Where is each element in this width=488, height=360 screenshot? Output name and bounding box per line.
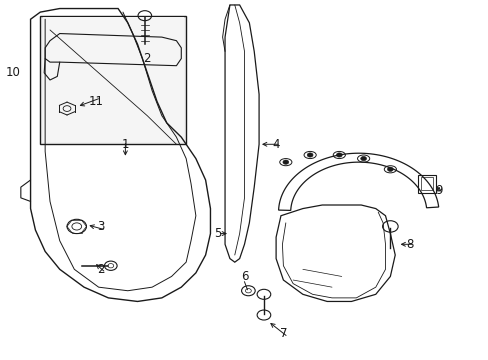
Circle shape <box>386 167 392 171</box>
Text: 9: 9 <box>434 184 442 197</box>
Text: 7: 7 <box>279 327 286 340</box>
Bar <box>420 177 432 190</box>
Circle shape <box>306 153 312 157</box>
Text: 11: 11 <box>88 95 103 108</box>
Text: 1: 1 <box>122 138 129 151</box>
Text: 5: 5 <box>214 227 221 240</box>
Bar <box>40 16 186 144</box>
Text: 6: 6 <box>240 270 248 283</box>
Bar <box>42 18 183 143</box>
Text: 10: 10 <box>6 66 21 79</box>
Text: 4: 4 <box>272 138 279 151</box>
Circle shape <box>360 157 366 161</box>
Text: 2: 2 <box>97 263 104 276</box>
Text: 8: 8 <box>406 238 413 251</box>
Circle shape <box>336 153 342 157</box>
Text: 3: 3 <box>97 220 104 233</box>
Bar <box>417 175 435 193</box>
Circle shape <box>283 160 288 164</box>
Text: 2: 2 <box>143 52 151 65</box>
